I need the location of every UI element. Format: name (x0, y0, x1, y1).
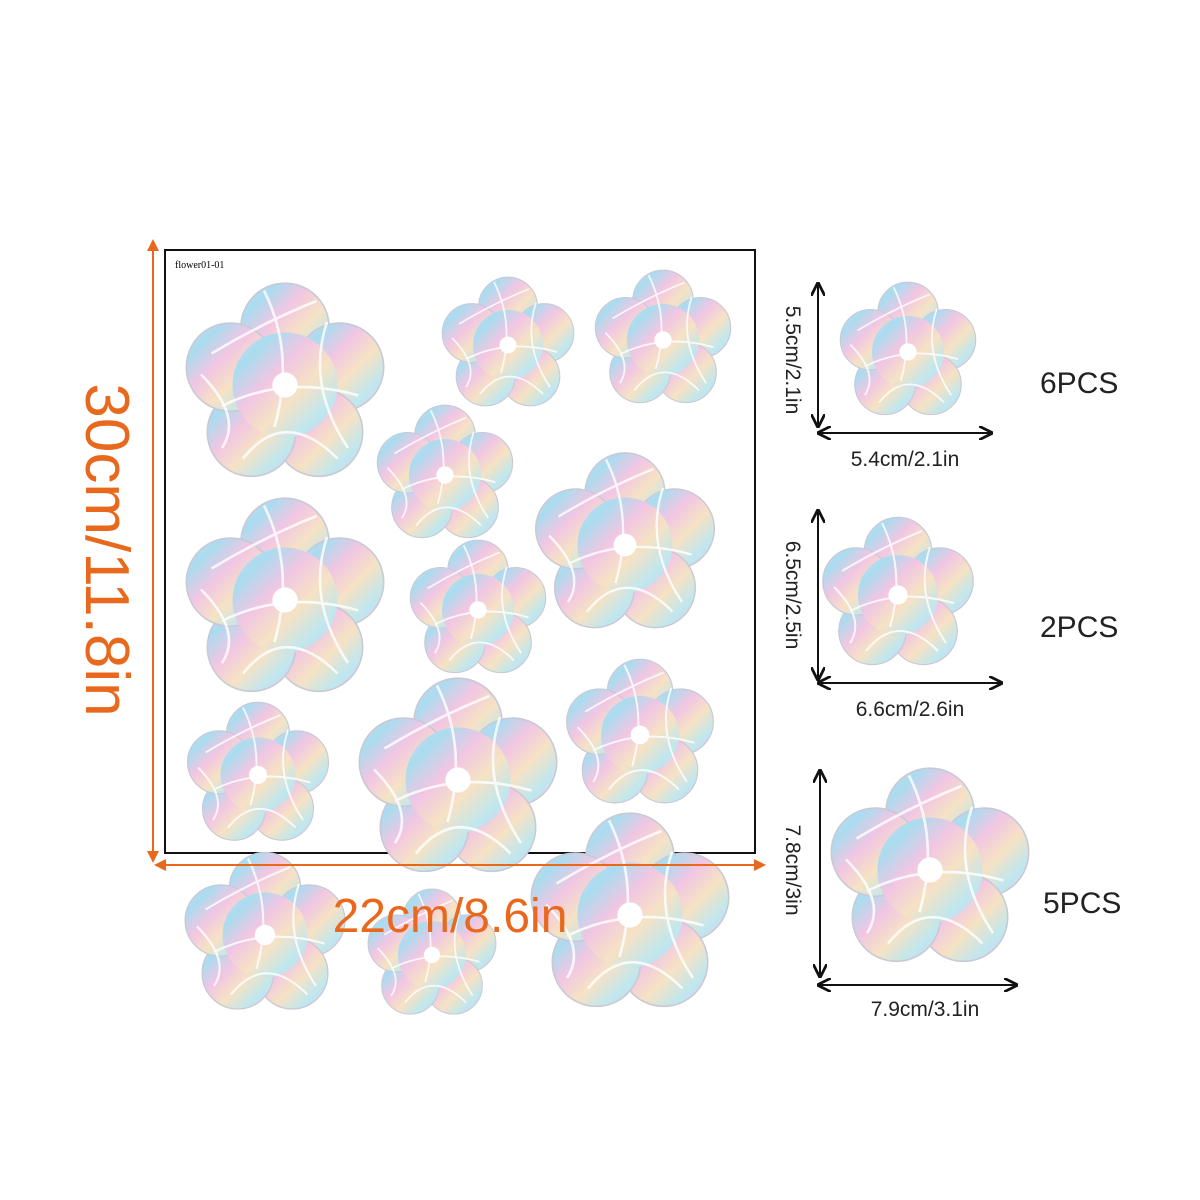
sheet-width: 22cm/8.6in (333, 890, 568, 943)
size-1: 5.5cm/2.1in 5.4cm/2.1in 6PCS (781, 281, 1118, 471)
size-height: 6.5cm/2.5in (781, 541, 804, 650)
size-width: 6.6cm/2.6in (856, 698, 965, 721)
flower (184, 851, 346, 1011)
size-width: 7.9cm/3.1in (871, 998, 980, 1021)
size-count: 6PCS (1040, 367, 1118, 400)
flower (839, 281, 977, 416)
size-count: 5PCS (1043, 887, 1121, 920)
sheet-dimensions: 30cm/11.8in 22cm/8.6in (72, 239, 766, 943)
size-width: 5.4cm/2.1in (851, 448, 960, 471)
sheet-height: 30cm/11.8in (72, 383, 141, 716)
flower (829, 766, 1031, 963)
flower (821, 516, 975, 666)
size-2: 6.5cm/2.5in 6.6cm/2.6in 2PCS (781, 512, 1118, 721)
size-height: 5.5cm/2.1in (781, 306, 804, 415)
size-count: 2PCS (1040, 611, 1118, 644)
size-3: 7.8cm/3in 7.9cm/3.1in 5PCS (781, 766, 1121, 1021)
size-height: 7.8cm/3in (781, 824, 804, 915)
sheet-label: flower01-01 (175, 260, 224, 271)
